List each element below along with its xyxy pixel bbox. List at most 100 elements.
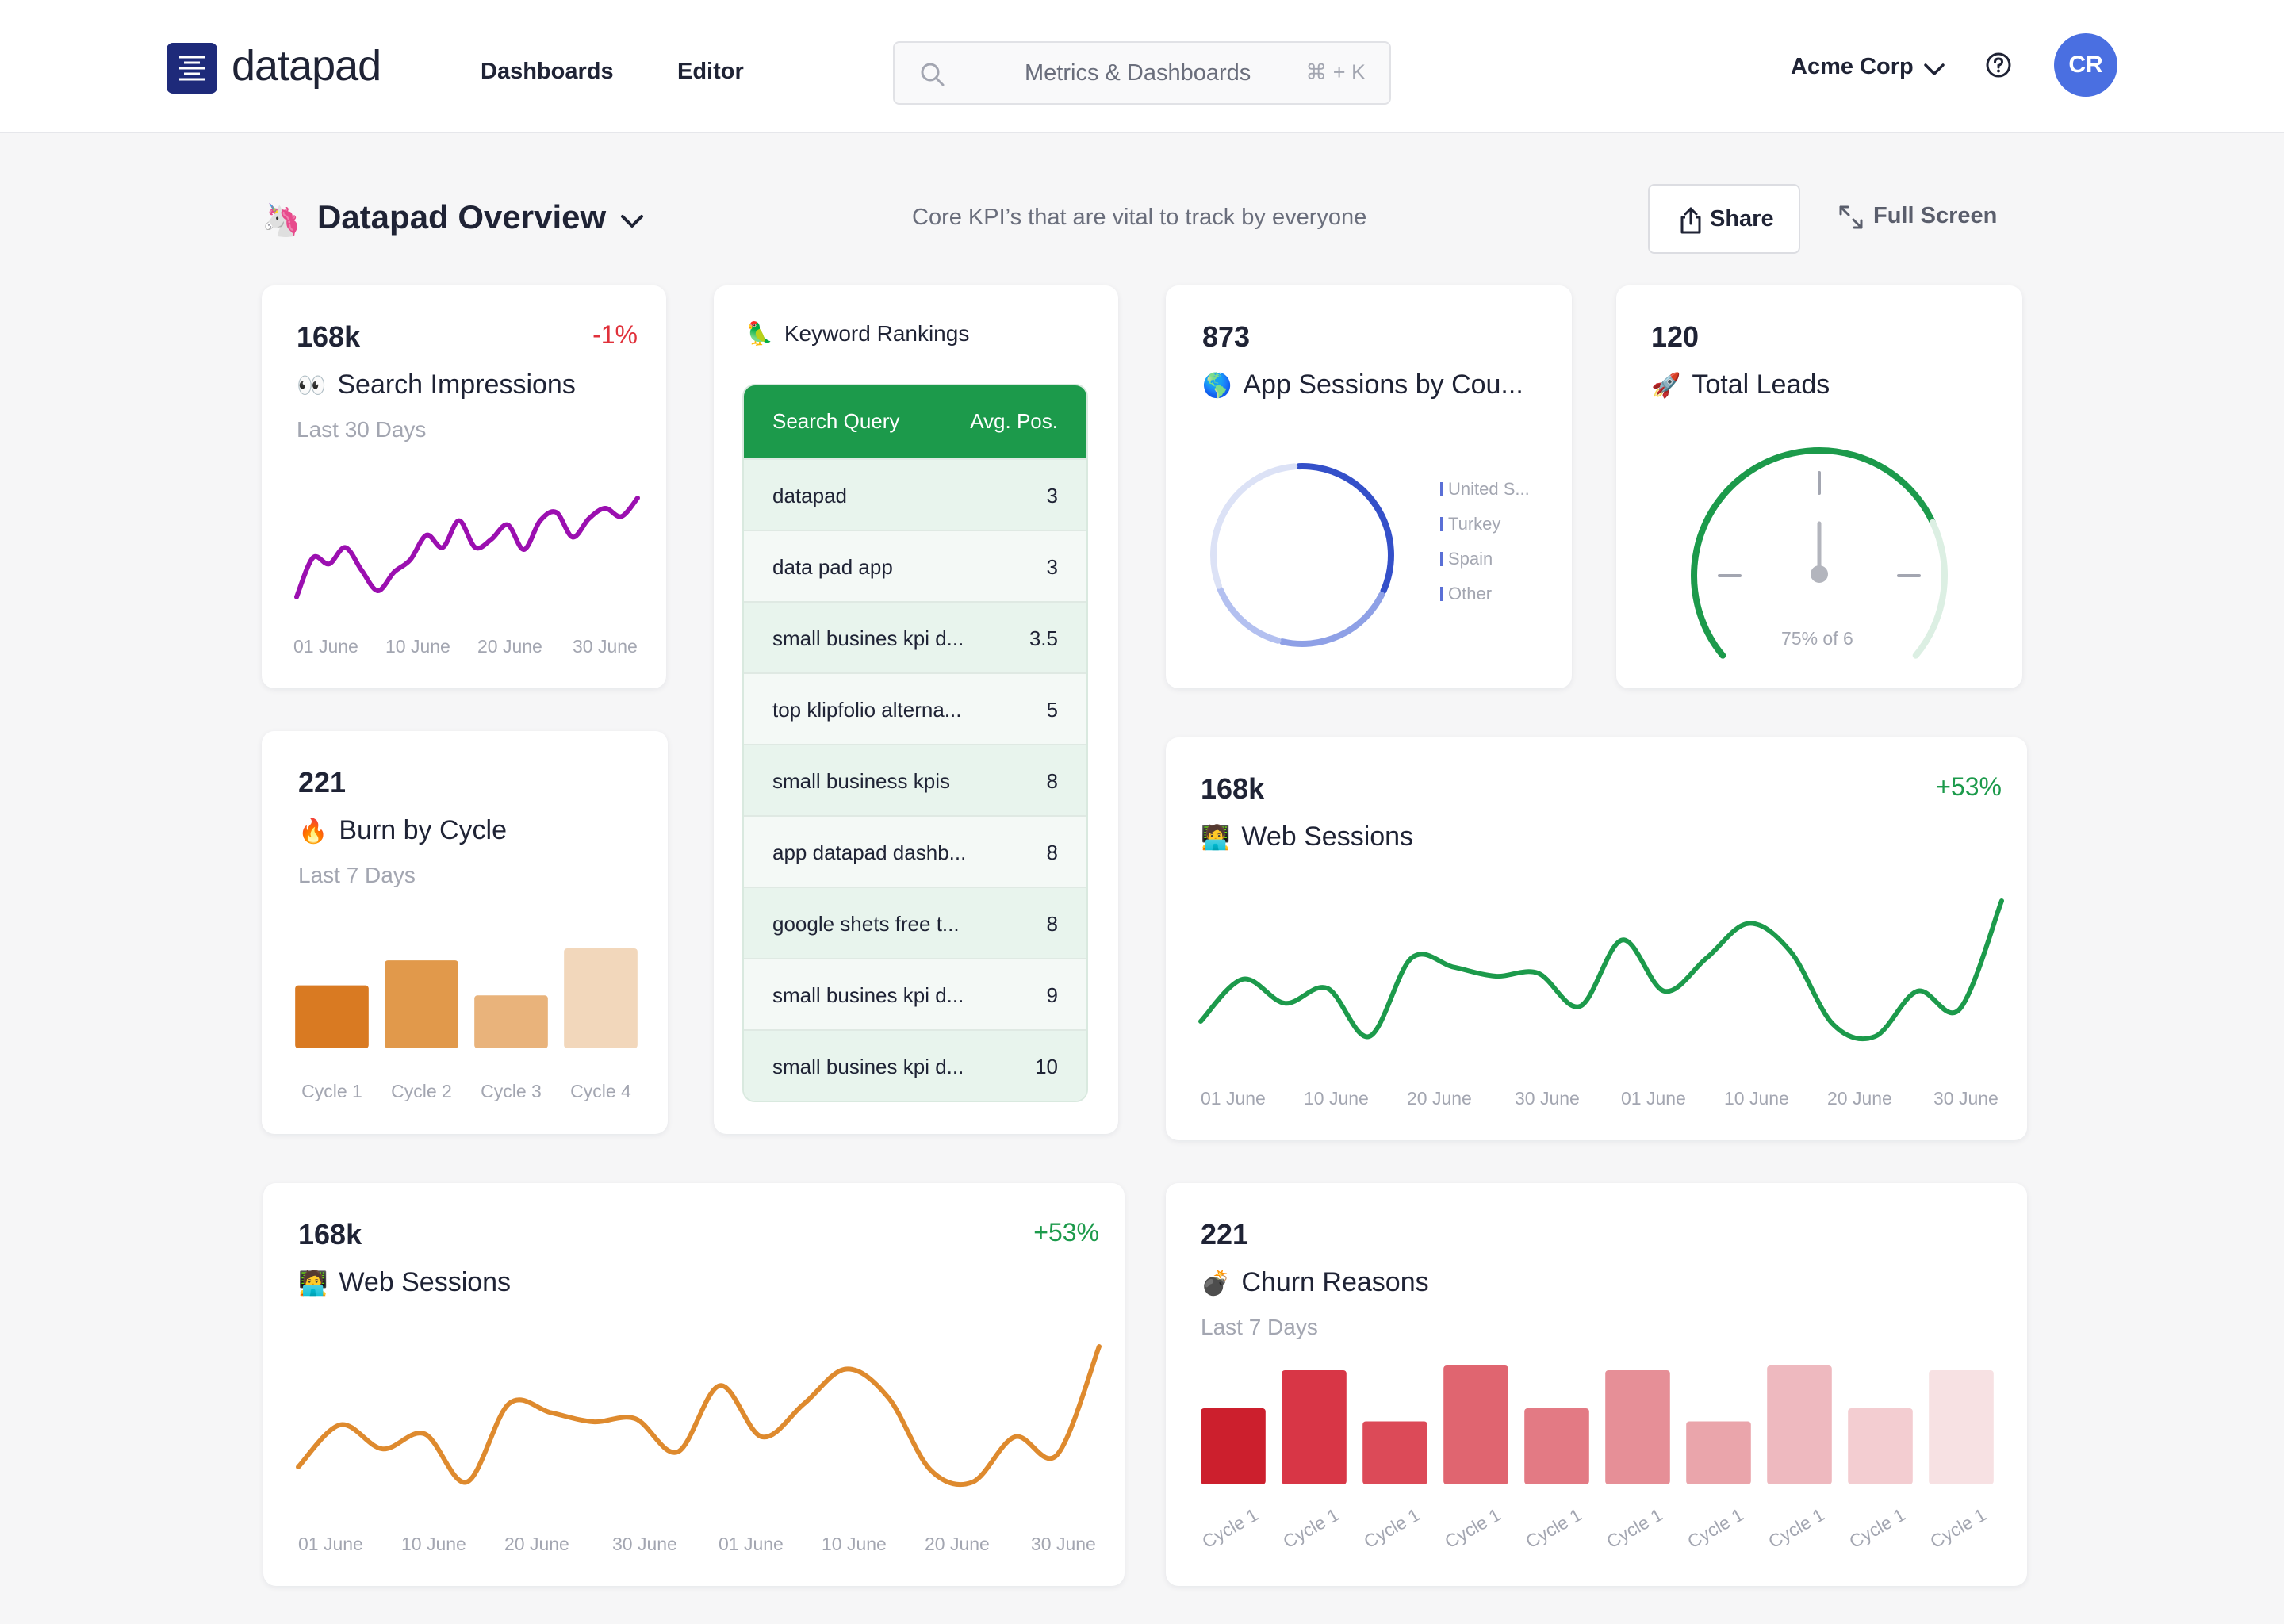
bar — [1686, 1421, 1751, 1484]
table-row[interactable]: datapad 3 — [744, 458, 1086, 530]
app-sessions-card[interactable]: 873 🌎 App Sessions by Cou... United S... … — [1166, 285, 1572, 688]
search-impressions-line-chart — [294, 496, 640, 599]
kpi-value: 168k — [1201, 772, 1265, 805]
x-tick-label: 01 June — [293, 636, 358, 657]
x-tick-label: Cycle 1 — [1198, 1504, 1261, 1553]
search-placeholder: Metrics & Dashboards — [1025, 60, 1251, 86]
dashboard-subtitle: Core KPI’s that are vital to track by ev… — [912, 205, 1367, 230]
donut-slice — [1278, 592, 1385, 647]
table-header: Search Query Avg. Pos. — [744, 385, 1086, 458]
table-row[interactable]: small busines kpi d... 3.5 — [744, 601, 1086, 672]
bar — [564, 948, 638, 1048]
share-button[interactable]: Share — [1648, 184, 1800, 254]
x-tick-label: 10 June — [401, 1534, 466, 1554]
column-header-position[interactable]: Avg. Pos. — [970, 409, 1058, 433]
keyword-rankings-card[interactable]: 🦜 Keyword Rankings Search Query Avg. Pos.… — [714, 285, 1118, 1134]
table-row[interactable]: google shets free t... 8 — [744, 887, 1086, 958]
x-tick-label: Cycle 1 — [1279, 1504, 1342, 1553]
keyword-table: Search Query Avg. Pos. datapad 3 data pad… — [742, 384, 1088, 1102]
chevron-down-icon[interactable] — [619, 208, 646, 235]
x-tick-label: Cycle 4 — [570, 1081, 631, 1101]
x-tick-label: 20 June — [925, 1534, 990, 1554]
web-sessions-card[interactable]: 168k +53% 🧑‍💻 Web Sessions 01 June 10 Jun… — [1166, 737, 2027, 1140]
gauge-progress-arc — [1691, 447, 1936, 659]
query-cell: small busines kpi d... — [772, 1055, 964, 1078]
app-name[interactable]: datapad — [232, 42, 381, 90]
donut-slice — [1210, 463, 1298, 589]
card-title-text: Churn Reasons — [1241, 1267, 1429, 1297]
search-icon — [921, 63, 945, 86]
nav-editor[interactable]: Editor — [677, 59, 744, 84]
avatar[interactable]: CR — [2054, 33, 2117, 97]
full-screen-label: Full Screen — [1873, 203, 1998, 228]
position-cell: 8 — [1046, 912, 1058, 936]
query-cell: google shets free t... — [772, 912, 960, 936]
card-title-text: Burn by Cycle — [339, 815, 507, 845]
datapad-logo-icon[interactable] — [167, 43, 217, 94]
churn-bar-chart: Cycle 1 Cycle 1 Cycle 1 Cycle 1 Cycle 1 Cycle… — [1198, 1365, 1994, 1553]
eyes-icon: 👀 — [297, 373, 327, 399]
x-tick-label: Cycle 1 — [1845, 1504, 1908, 1553]
column-header-query[interactable]: Search Query — [772, 409, 900, 433]
card-subtitle: Last 7 Days — [298, 863, 416, 887]
card-title: 🧑‍💻 Web Sessions — [1201, 822, 1413, 852]
x-tick-label: Cycle 1 — [301, 1081, 362, 1101]
delta-badge: +53% — [1033, 1218, 1099, 1247]
x-tick-label: 20 June — [1827, 1088, 1892, 1109]
table-row[interactable]: data pad app 3 — [744, 530, 1086, 601]
legend-item[interactable]: Other — [1440, 584, 1492, 604]
kpi-value: 221 — [1201, 1218, 1249, 1251]
x-tick-label: 10 June — [1304, 1088, 1369, 1109]
card-subtitle: Last 30 Days — [297, 417, 427, 442]
web-sessions-card-secondary[interactable]: 168k +53% 🧑‍💻 Web Sessions 01 June 10 Jun… — [263, 1183, 1125, 1586]
table-row[interactable]: small business kpis 8 — [744, 744, 1086, 815]
query-cell: datapad — [772, 484, 847, 508]
table-row[interactable]: small busines kpi d... 9 — [744, 958, 1086, 1029]
x-tick-label: Cycle 1 — [1765, 1504, 1827, 1553]
kpi-value: 168k — [298, 1218, 362, 1251]
table-row[interactable]: small busines kpi d... 10 — [744, 1029, 1086, 1101]
position-cell: 3 — [1046, 484, 1058, 508]
chevron-down-icon[interactable] — [1922, 57, 1946, 81]
org-switcher[interactable]: Acme Corp — [1791, 54, 1914, 79]
legend-item[interactable]: United S... — [1440, 479, 1530, 500]
x-tick-label: 30 June — [1515, 1088, 1580, 1109]
series-line — [296, 1344, 1102, 1488]
total-leads-card[interactable]: 120 🚀 Total Leads 75% of 6 — [1616, 285, 2022, 688]
globe-icon: 🌎 — [1202, 373, 1232, 399]
query-cell: small business kpis — [772, 769, 950, 793]
bomb-icon: 💣 — [1201, 1270, 1231, 1297]
rocket-icon: 🚀 — [1651, 373, 1681, 399]
query-cell: top klipfolio alterna... — [772, 698, 962, 722]
position-cell: 9 — [1046, 983, 1058, 1007]
legend-item[interactable]: Turkey — [1440, 514, 1500, 534]
x-tick-label: 01 June — [298, 1534, 363, 1554]
bar — [385, 960, 458, 1048]
card-title-text: Web Sessions — [1241, 822, 1414, 852]
x-tick-label: 10 June — [1724, 1088, 1789, 1109]
legend-item[interactable]: Spain — [1440, 549, 1493, 569]
bar — [1201, 1408, 1266, 1484]
search-impressions-card[interactable]: 168k -1% 👀 Search Impressions Last 30 Day… — [262, 285, 666, 688]
bar — [1443, 1365, 1508, 1484]
kpi-value: 120 — [1651, 320, 1700, 353]
top-navigation-bar: datapad Dashboards Editor Metrics & Dash… — [0, 0, 2284, 133]
gauge-track-arc — [1912, 519, 1949, 659]
bar — [1362, 1421, 1428, 1484]
table-row[interactable]: app datapad dashb... 8 — [744, 815, 1086, 887]
position-cell: 3.5 — [1029, 626, 1058, 650]
total-leads-gauge — [1691, 447, 1949, 659]
query-cell: data pad app — [772, 555, 893, 579]
table-row[interactable]: top klipfolio alterna... 5 — [744, 672, 1086, 744]
app-sessions-donut-chart — [1210, 463, 1394, 647]
card-title: 👀 Search Impressions — [297, 370, 576, 400]
dashboard-title[interactable]: Datapad Overview — [317, 198, 607, 236]
churn-reasons-card[interactable]: 221 💣 Churn Reasons Last 7 Days Cycle 1 Cy… — [1166, 1183, 2027, 1586]
burn-by-cycle-card[interactable]: 221 🔥 Burn by Cycle Last 7 Days Cycle 1 Cy… — [262, 731, 668, 1134]
x-tick-label: 30 June — [1933, 1088, 1998, 1109]
search-input[interactable]: Metrics & Dashboards ⌘ + K — [893, 41, 1391, 105]
nav-dashboards[interactable]: Dashboards — [481, 59, 614, 84]
help-icon[interactable] — [1984, 51, 2013, 79]
x-tick-label: Cycle 2 — [391, 1081, 452, 1101]
card-title: 🧑‍💻 Web Sessions — [298, 1267, 511, 1298]
